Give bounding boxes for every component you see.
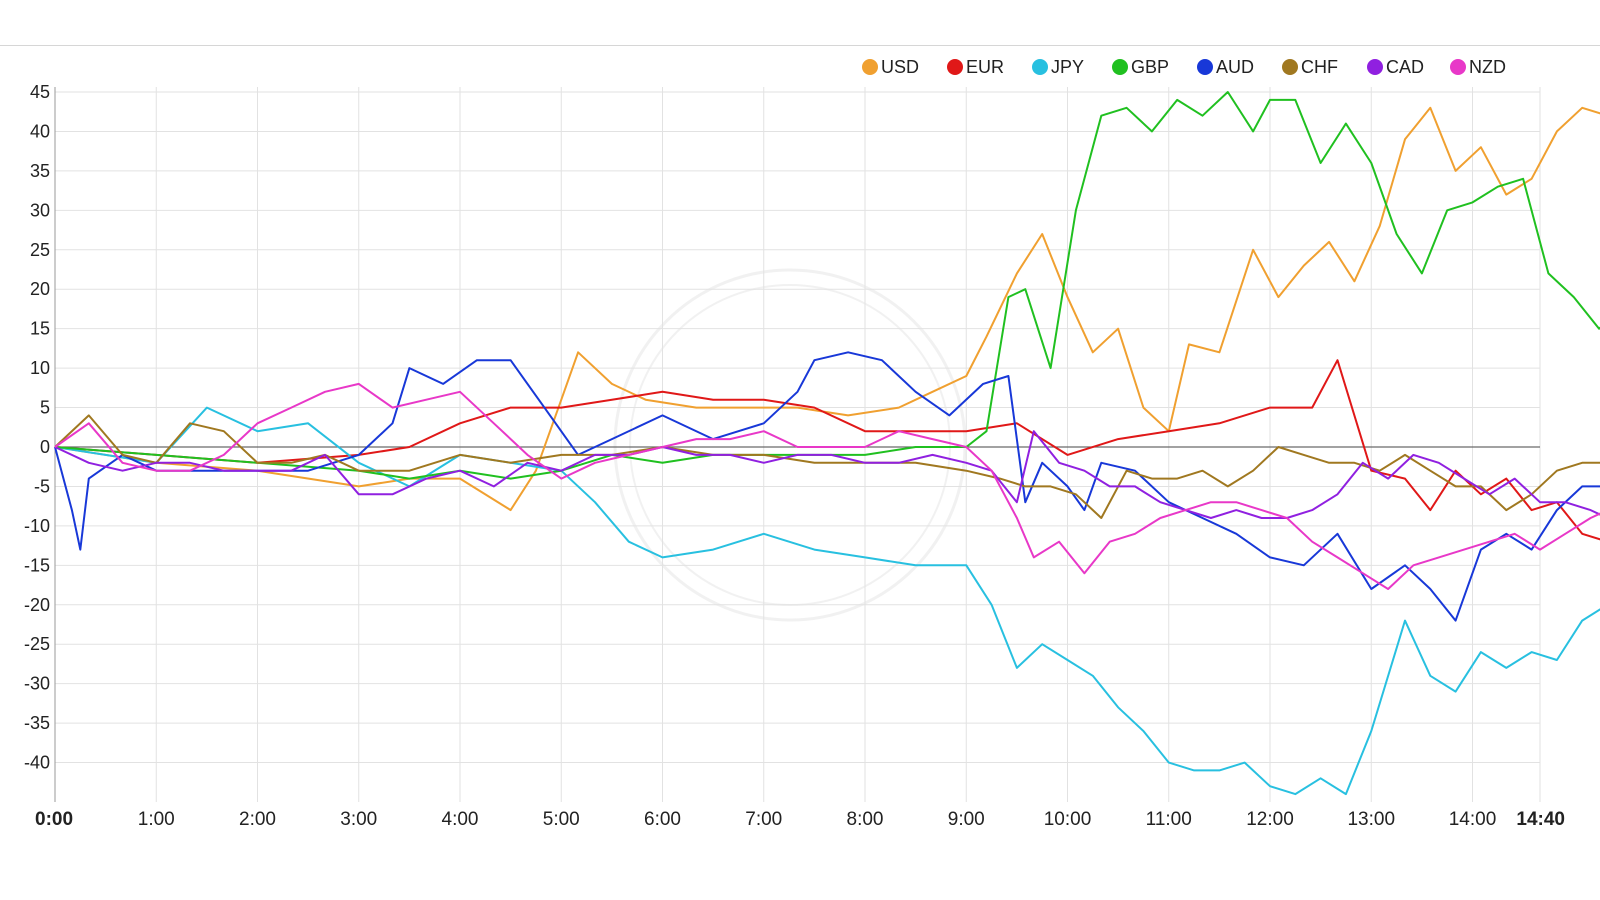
x-tick-label: 5:00 (543, 809, 580, 830)
x-tick-label: 12:00 (1246, 809, 1294, 830)
legend-label: JPY (1051, 57, 1084, 77)
legend-item-gbp[interactable]: GBP (1112, 57, 1169, 77)
y-tick-label: 20 (30, 279, 50, 299)
legend-label: CAD (1386, 57, 1424, 77)
x-tick-label: 3:00 (340, 809, 377, 830)
x-tick-label: 10:00 (1044, 809, 1092, 830)
y-tick-label: -35 (24, 713, 50, 733)
x-tick-label: 7:00 (745, 809, 782, 830)
y-tick-label: 35 (30, 161, 50, 181)
legend-swatch-icon (862, 59, 878, 75)
x-tick-label: 13:00 (1347, 809, 1395, 830)
x-tick-label: 2:00 (239, 809, 276, 830)
x-tick-label: 11:00 (1146, 809, 1192, 830)
legend-item-eur[interactable]: EUR (947, 57, 1004, 77)
x-tick-label: 8:00 (847, 809, 884, 830)
series-line-chf (54, 414, 1600, 519)
legend-item-nzd[interactable]: NZD (1450, 57, 1506, 77)
series-line-usd (54, 106, 1600, 512)
x-axis-ticks: 0:00 1:00 2:00 3:00 4:00 5:00 6:00 7:00 8:00 9:00… (35, 809, 1565, 830)
y-tick-label: 10 (30, 358, 50, 378)
y-tick-label: -10 (24, 516, 50, 536)
legend-label: EUR (966, 57, 1004, 77)
legend-swatch-icon (1450, 59, 1466, 75)
y-tick-label: -15 (24, 555, 50, 575)
series-line-nzd (54, 382, 1600, 590)
y-tick-label: 30 (30, 200, 50, 220)
y-tick-label: 45 (30, 82, 50, 102)
legend-item-jpy[interactable]: JPY (1032, 57, 1084, 77)
legend-swatch-icon (1367, 59, 1383, 75)
y-tick-label: -5 (34, 476, 50, 496)
y-tick-label: -20 (24, 595, 50, 615)
x-tick-label: 9:00 (948, 809, 985, 830)
x-tick-label: 1:00 (138, 809, 175, 830)
legend-label: CHF (1301, 57, 1338, 77)
legend-label: GBP (1131, 57, 1169, 77)
y-tick-label: -40 (24, 753, 50, 773)
legend-swatch-icon (1032, 59, 1048, 75)
legend-item-cad[interactable]: CAD (1367, 57, 1424, 77)
legend-label: USD (881, 57, 919, 77)
series-line-eur (54, 359, 1600, 541)
x-tick-label: 14:40 (1516, 809, 1565, 830)
x-tick-label: 0:00 (35, 809, 73, 830)
x-tick-label: 6:00 (644, 809, 681, 830)
legend-label: AUD (1216, 57, 1254, 77)
series-layer (54, 91, 1600, 796)
y-tick-label: 40 (30, 121, 50, 141)
legend-item-chf[interactable]: CHF (1282, 57, 1338, 77)
y-tick-label: 0 (40, 437, 50, 457)
legend-label: NZD (1469, 57, 1506, 77)
legend-item-usd[interactable]: USD (862, 57, 919, 77)
legend-swatch-icon (947, 59, 963, 75)
legend-swatch-icon (1197, 59, 1213, 75)
y-tick-label: 25 (30, 240, 50, 260)
legend-swatch-icon (1282, 59, 1298, 75)
top-divider (0, 45, 1600, 46)
y-tick-label: 5 (40, 398, 50, 418)
y-tick-label: 15 (30, 319, 50, 339)
y-tick-label: -25 (24, 634, 50, 654)
series-line-gbp (54, 91, 1600, 480)
legend-swatch-icon (1112, 59, 1128, 75)
legend-item-aud[interactable]: AUD (1197, 57, 1254, 77)
x-tick-label: 14:00 (1449, 809, 1497, 830)
y-axis-ticks: 45 40 35 30 25 20 15 10 5 0 -5 -10 -15 -20 -25 -30 -35 -4… (24, 82, 50, 773)
legend: USD EUR JPY GBP AUD CHF CAD NZD (862, 57, 1506, 77)
series-line-aud (54, 351, 1600, 622)
y-tick-label: -30 (24, 674, 50, 694)
x-tick-label: 4:00 (442, 809, 479, 830)
grid (54, 87, 1541, 802)
series-line-cad (54, 430, 1600, 519)
